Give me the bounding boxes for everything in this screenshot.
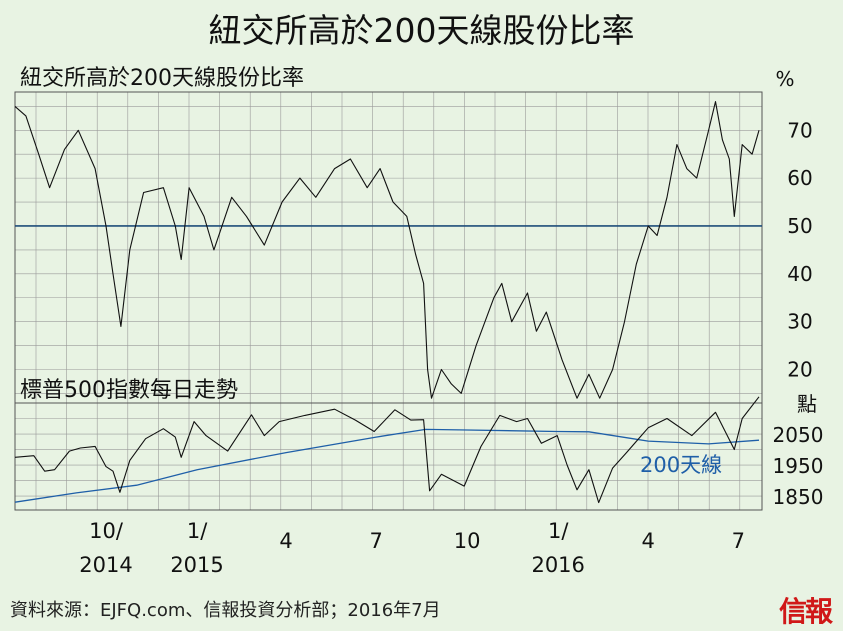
x-tick-label: 10: [454, 529, 481, 553]
x-tick-label: 4: [642, 529, 655, 553]
x-tick-label: 2014: [79, 553, 132, 577]
y-tick-label: 40: [787, 262, 812, 286]
label-layer: 20 30 40 50 60 70% 紐交所高於200天線股份比率 1850 1950 2050 點…: [20, 66, 823, 577]
x-tick-label: 4: [279, 529, 292, 553]
source-footer: 資料來源：EJFQ.com、信報投資分析部；2016年7月: [10, 600, 441, 621]
y-tick-label: 30: [787, 310, 812, 334]
plot-frame: [14, 91, 763, 511]
top-unit-label: %: [775, 67, 794, 91]
y-tick-label: 20: [787, 358, 812, 382]
bottom-panel-title: 標普500指數每日走勢: [20, 378, 238, 403]
x-tick-label: 7: [732, 529, 745, 553]
y-tick-label: 2050: [773, 423, 824, 447]
x-tick-label: 2015: [170, 553, 223, 577]
y-tick-label: 60: [787, 166, 812, 190]
y-tick-label: 1850: [773, 485, 824, 509]
page-title: 紐交所高於200天線股份比率: [208, 11, 635, 50]
ma200-line: [14, 428, 760, 503]
y-tick-label: 1950: [773, 454, 824, 478]
y-tick-label: 50: [787, 214, 812, 238]
grid-layer: [15, 92, 762, 510]
x-tick-label: 2016: [531, 553, 584, 577]
x-tick-label: 10/: [89, 519, 124, 543]
data-layer: [14, 101, 762, 504]
x-tick-label: 7: [369, 529, 382, 553]
hkej-logo: 信報: [778, 595, 833, 628]
y-tick-label: 70: [787, 118, 812, 142]
x-tick-label: 1/: [187, 519, 208, 543]
top-panel-title: 紐交所高於200天線股份比率: [20, 66, 304, 91]
breadth-ratio-line: [14, 101, 760, 399]
x-tick-label: 1/: [548, 519, 569, 543]
spx-line: [14, 396, 760, 504]
ma200-series-label: 200天線: [640, 453, 722, 477]
bottom-unit-label: 點: [797, 392, 817, 416]
